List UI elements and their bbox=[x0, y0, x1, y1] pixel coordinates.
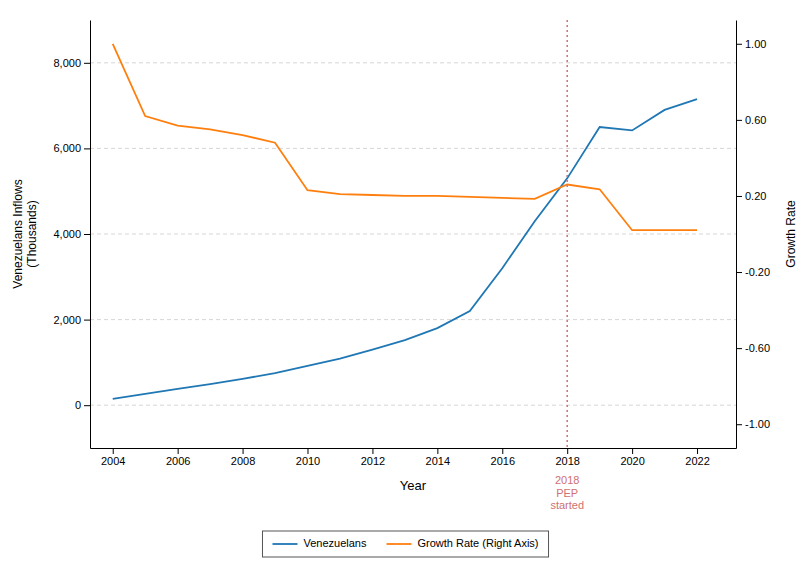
tick-mark bbox=[243, 448, 244, 454]
tick: 0.60 bbox=[736, 114, 766, 126]
legend-label: Venezuelans bbox=[303, 537, 366, 549]
tick: -1.00 bbox=[736, 418, 770, 430]
text-line: (Thousands) bbox=[25, 200, 39, 267]
tick-mark bbox=[736, 196, 742, 197]
tick-label: -0.20 bbox=[745, 266, 770, 278]
tick-mark bbox=[372, 448, 373, 454]
y-axis-line bbox=[90, 21, 91, 449]
tick: 2022 bbox=[685, 448, 709, 467]
tick-mark bbox=[178, 448, 179, 454]
x-axis-line bbox=[91, 448, 737, 449]
x-axis: 2004 2006 2008 2010 2012 2014 2016 2018 2020 2022 bbox=[91, 448, 737, 467]
tick-label: -0.60 bbox=[745, 342, 770, 354]
tick-mark bbox=[84, 405, 90, 406]
tick-label: 2004 bbox=[101, 455, 125, 467]
tick-label: 2006 bbox=[166, 455, 190, 467]
tick: 2004 bbox=[101, 448, 125, 467]
tick-mark bbox=[632, 448, 633, 454]
legend-label: Growth Rate (Right Axis) bbox=[417, 537, 538, 549]
tick: 2016 bbox=[491, 448, 515, 467]
tick-label: 2008 bbox=[231, 455, 255, 467]
legend-swatch bbox=[272, 543, 297, 545]
grid-line bbox=[90, 148, 736, 149]
tick-label: 2,000 bbox=[53, 314, 81, 326]
tick: 0.20 bbox=[736, 190, 766, 202]
series-line bbox=[113, 44, 697, 230]
grid-line bbox=[90, 62, 736, 63]
legend-swatch bbox=[386, 543, 411, 545]
tick: 2020 bbox=[620, 448, 644, 467]
tick-mark bbox=[307, 448, 308, 454]
annotation-line bbox=[566, 20, 568, 448]
marks bbox=[113, 20, 697, 448]
tick: 2010 bbox=[296, 448, 320, 467]
tick-label: 8,000 bbox=[53, 57, 81, 69]
tick-label: 0.60 bbox=[745, 114, 766, 126]
tick-mark bbox=[736, 348, 742, 349]
tick: 2008 bbox=[231, 448, 255, 467]
plot: 2004 2006 2008 2010 2012 2014 2016 2018 2020 2022… bbox=[11, 20, 798, 511]
tick-label: 2010 bbox=[296, 455, 320, 467]
y-axis: 0 2,000 4,000 6,000 8,000 bbox=[53, 21, 90, 449]
grid-line bbox=[90, 319, 736, 320]
text-line: PEP bbox=[556, 487, 578, 499]
series-line bbox=[113, 99, 697, 399]
tick-label: 2016 bbox=[491, 455, 515, 467]
tick-label: 0 bbox=[75, 399, 81, 411]
tick: 6,000 bbox=[53, 142, 90, 154]
tick-mark bbox=[84, 320, 90, 321]
tick: 2014 bbox=[426, 448, 450, 467]
tick-mark bbox=[84, 234, 90, 235]
text-line: Venezuelans Inflows bbox=[11, 179, 25, 288]
tick-label: 2018 bbox=[555, 455, 579, 467]
tick-label: 2020 bbox=[620, 455, 644, 467]
grid-line bbox=[90, 405, 736, 406]
y2-axis: -1.00 -0.60 -0.20 0.20 0.60 1.00 bbox=[736, 21, 770, 449]
tick-label: 2012 bbox=[361, 455, 385, 467]
legend-box bbox=[262, 531, 548, 557]
tick: 1.00 bbox=[736, 38, 766, 50]
grid bbox=[90, 63, 736, 405]
tick: 2012 bbox=[361, 448, 385, 467]
tick-mark bbox=[567, 448, 568, 454]
tick-mark bbox=[113, 448, 114, 454]
tick-mark bbox=[502, 448, 503, 454]
tick: -0.60 bbox=[736, 342, 770, 354]
tick: -0.20 bbox=[736, 266, 770, 278]
tick-mark bbox=[736, 44, 742, 45]
tick-mark bbox=[84, 63, 90, 64]
tick: 2018 bbox=[555, 448, 579, 467]
tick: 8,000 bbox=[53, 57, 90, 69]
tick: 2,000 bbox=[53, 314, 90, 326]
tick: 0 bbox=[75, 399, 90, 411]
tick-mark bbox=[736, 120, 742, 121]
tick: 2006 bbox=[166, 448, 190, 467]
tick-label: 6,000 bbox=[53, 142, 81, 154]
chart: 2004 2006 2008 2010 2012 2014 2016 2018 2020 2022… bbox=[0, 0, 811, 573]
legend-item: Venezuelans bbox=[272, 537, 366, 549]
tick-label: 1.00 bbox=[745, 38, 766, 50]
legend: Venezuelans Growth Rate (Right Axis) bbox=[262, 531, 548, 557]
tick-mark bbox=[84, 148, 90, 149]
tick-mark bbox=[437, 448, 438, 454]
tick: 4,000 bbox=[53, 228, 90, 240]
y2-axis-title: Growth Rate bbox=[784, 200, 798, 268]
text-line: started bbox=[550, 499, 584, 511]
tick-mark bbox=[736, 424, 742, 425]
tick-label: -1.00 bbox=[745, 418, 770, 430]
tick-label: 4,000 bbox=[53, 228, 81, 240]
y2-axis-line bbox=[736, 21, 737, 449]
grid-line bbox=[90, 234, 736, 235]
tick-label: 2014 bbox=[426, 455, 450, 467]
tick-label: 0.20 bbox=[745, 190, 766, 202]
tick-mark bbox=[697, 448, 698, 454]
annotation-text: 2018PEPstarted bbox=[550, 474, 584, 511]
y-axis-title: Venezuelans Inflows(Thousands) bbox=[11, 179, 39, 288]
x-axis-title: Year bbox=[400, 478, 427, 493]
tick-label: 2022 bbox=[685, 455, 709, 467]
legend-item: Growth Rate (Right Axis) bbox=[386, 537, 538, 549]
tick-mark bbox=[736, 272, 742, 273]
text-line: 2018 bbox=[555, 474, 579, 486]
